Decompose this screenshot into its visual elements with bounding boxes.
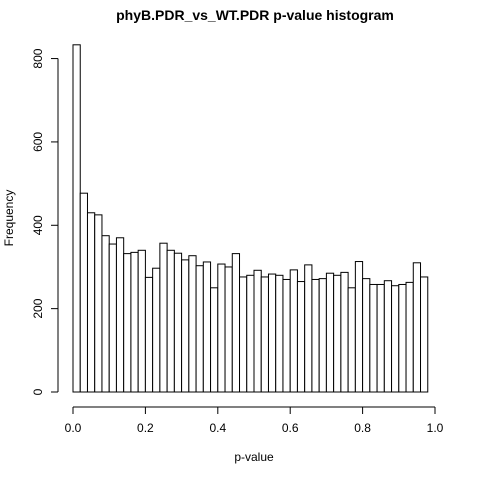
histogram-bar bbox=[289, 269, 298, 393]
y-tick-label: 400 bbox=[31, 215, 45, 235]
histogram-bar bbox=[267, 273, 277, 393]
histogram-bar bbox=[137, 249, 146, 393]
histogram-bar bbox=[253, 269, 262, 393]
chart-title: phyB.PDR_vs_WT.PDR p-value histogram bbox=[116, 7, 394, 23]
histogram-bar bbox=[101, 235, 110, 393]
histogram-bar bbox=[398, 283, 407, 393]
histogram-bar bbox=[152, 267, 161, 393]
x-axis: 0.0 0.2 0.4 0.6 0.8 1.0 bbox=[65, 406, 444, 435]
histogram-bar bbox=[246, 274, 255, 393]
histogram-bar bbox=[260, 276, 269, 393]
x-tick-label: 0.6 bbox=[282, 421, 299, 435]
histogram-bar bbox=[188, 255, 197, 393]
histogram-bar bbox=[115, 237, 125, 393]
histogram-bar bbox=[383, 280, 393, 393]
histogram-bar bbox=[420, 276, 429, 393]
y-tick-label: 800 bbox=[31, 48, 45, 68]
histogram-bar bbox=[362, 278, 371, 393]
histogram-bar bbox=[369, 283, 378, 393]
histogram-bar bbox=[282, 278, 291, 393]
x-tick-label: 0.2 bbox=[137, 421, 154, 435]
histogram-bar bbox=[217, 263, 226, 393]
histogram-bar bbox=[210, 287, 219, 393]
histogram-bar bbox=[94, 214, 103, 393]
y-tick-label: 600 bbox=[31, 132, 45, 152]
histogram-bar bbox=[311, 278, 320, 393]
histogram-bar bbox=[405, 281, 414, 393]
x-tick-label: 0.8 bbox=[354, 421, 371, 435]
histogram-bar bbox=[86, 212, 96, 393]
histogram-bar bbox=[72, 44, 81, 393]
histogram-bar bbox=[304, 264, 313, 393]
histogram-bars bbox=[72, 44, 429, 393]
y-axis: 0 200 400 600 800 bbox=[31, 48, 59, 395]
histogram-bar bbox=[123, 253, 132, 393]
histogram-bar bbox=[318, 278, 327, 393]
histogram-bar bbox=[202, 261, 212, 393]
y-tick-label: 0 bbox=[31, 388, 45, 395]
histogram-bar bbox=[79, 192, 88, 393]
histogram-bar bbox=[296, 281, 306, 393]
x-axis-label: p-value bbox=[234, 450, 274, 464]
y-tick-label: 200 bbox=[31, 298, 45, 318]
histogram-bar bbox=[130, 251, 139, 393]
histogram-bar bbox=[195, 265, 204, 393]
x-tick-label: 1.0 bbox=[427, 421, 444, 435]
histogram-bar bbox=[275, 274, 284, 393]
histogram-bar bbox=[412, 262, 422, 393]
histogram-bar bbox=[231, 253, 241, 393]
histogram-bar bbox=[159, 242, 168, 393]
x-tick-label: 0.4 bbox=[209, 421, 226, 435]
histogram-bar bbox=[166, 249, 175, 393]
histogram-bar bbox=[391, 285, 400, 393]
histogram-bar bbox=[333, 274, 342, 393]
histogram-bar bbox=[340, 271, 349, 393]
histogram-bar bbox=[325, 272, 335, 393]
y-axis-label: Frequency bbox=[2, 190, 16, 247]
histogram-bar bbox=[181, 259, 190, 393]
histogram-bar bbox=[239, 276, 248, 393]
histogram-bar bbox=[173, 252, 183, 393]
histogram-bar bbox=[347, 287, 356, 393]
x-tick-label: 0.0 bbox=[65, 421, 82, 435]
histogram-bar bbox=[108, 243, 117, 393]
histogram-bar bbox=[224, 266, 233, 393]
histogram-bar bbox=[376, 283, 385, 393]
histogram-bar bbox=[354, 261, 364, 393]
histogram-bar bbox=[144, 276, 154, 393]
